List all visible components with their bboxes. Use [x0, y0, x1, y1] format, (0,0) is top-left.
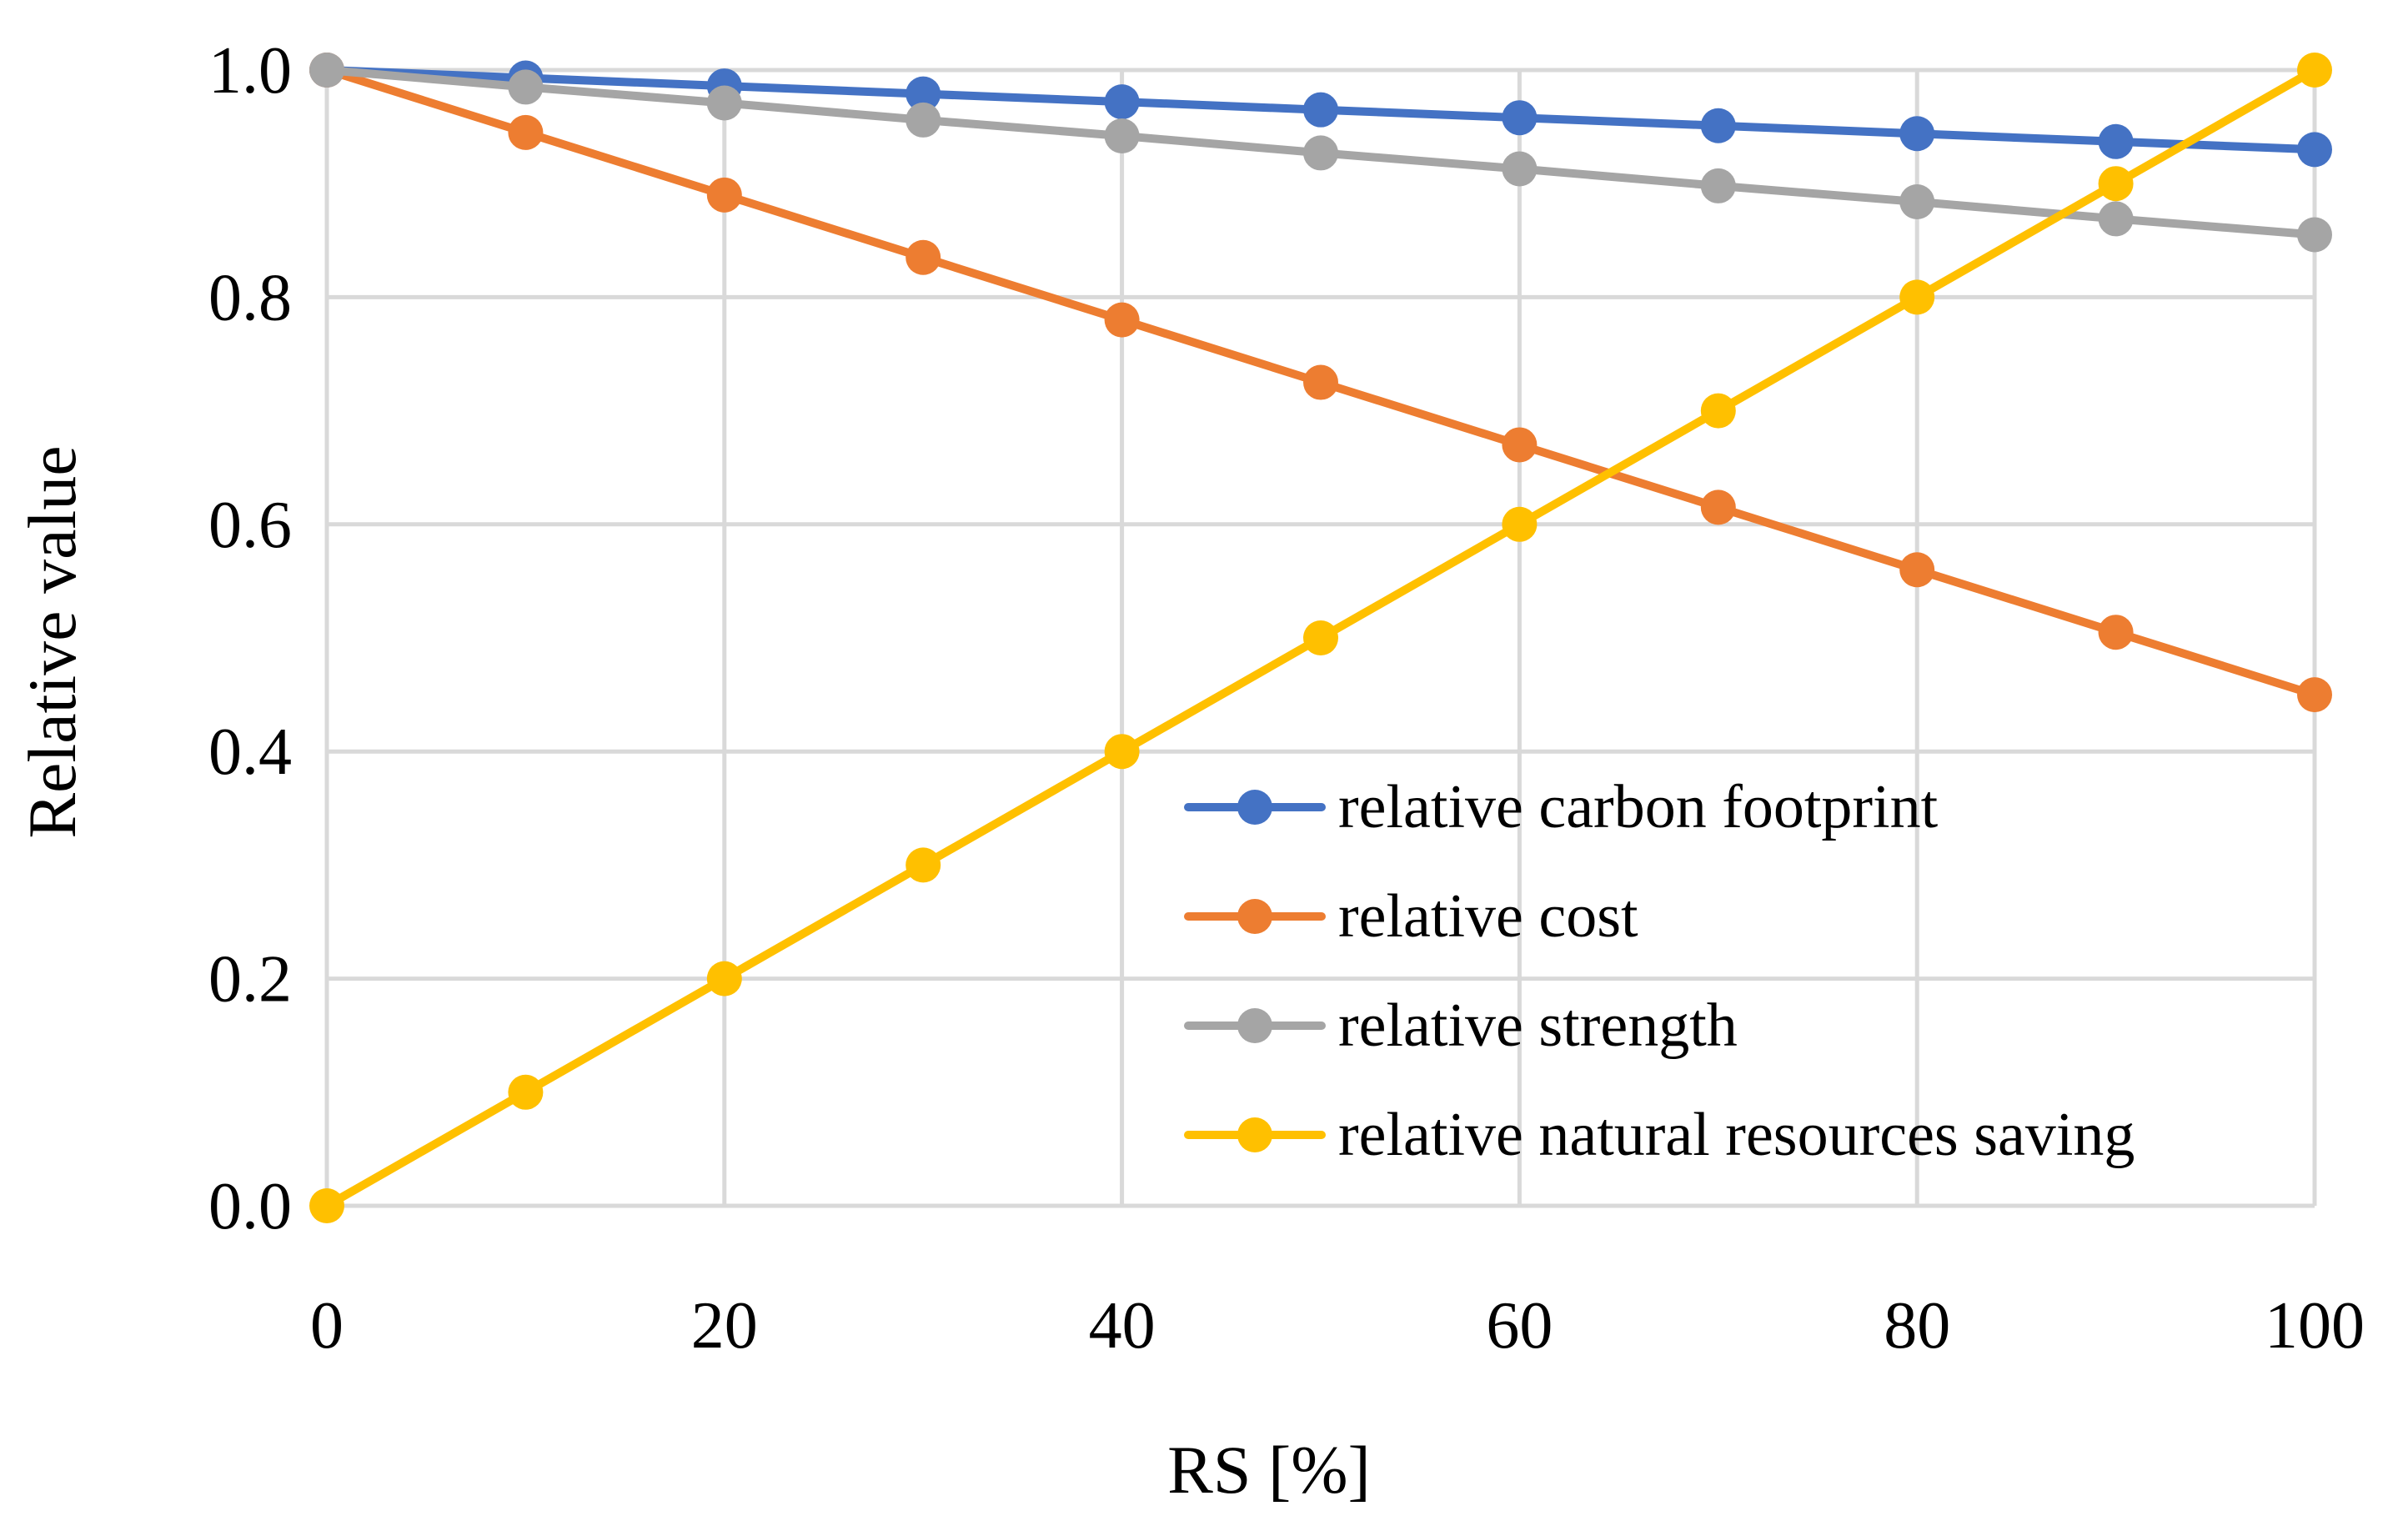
y-tick-label: 0.0 [208, 1170, 292, 1243]
grid [324, 68, 2317, 1208]
series-relative-strength [309, 53, 2332, 253]
data-point [508, 114, 544, 150]
legend-label: relative natural resources saving [1338, 1101, 2135, 1169]
data-point [706, 961, 742, 996]
legend-marker [1237, 899, 1272, 934]
data-point [1502, 100, 1538, 136]
series-relative-natural-resources-saving [309, 53, 2332, 1223]
y-axis-title: Relative value [14, 445, 90, 838]
legend-entry: relative natural resources saving [1184, 1101, 2135, 1169]
data-point [2297, 217, 2332, 253]
data-point [508, 1074, 544, 1110]
data-point [2297, 677, 2332, 713]
data-point [1502, 427, 1538, 463]
legend-entry: relative carbon footprint [1184, 773, 1939, 841]
y-tick-label: 0.2 [208, 943, 292, 1016]
legend-marker [1237, 1117, 1272, 1152]
data-point [1899, 116, 1935, 152]
data-point [508, 69, 544, 105]
data-point [2098, 201, 2134, 237]
data-point [906, 76, 941, 112]
x-tick-label: 60 [1486, 1289, 1553, 1363]
x-tick-label: 40 [1089, 1289, 1156, 1363]
legend-label: relative carbon footprint [1338, 773, 1939, 841]
x-tick-label: 80 [1884, 1289, 1950, 1363]
data-point [309, 1188, 344, 1223]
legend: relative carbon footprint relative cost re… [1184, 773, 2135, 1169]
x-tick-label: 100 [2265, 1289, 2365, 1363]
y-tick-label: 0.8 [208, 261, 292, 334]
x-axis-title: RS [%] [1167, 1432, 1371, 1508]
data-point [1899, 183, 1935, 219]
data-point [1104, 302, 1140, 338]
data-point [1899, 552, 1935, 588]
data-point [1104, 84, 1140, 120]
data-point [2098, 123, 2134, 159]
data-point [309, 53, 344, 88]
data-point [1700, 108, 1736, 143]
data-point [1303, 135, 1338, 171]
data-point [1303, 620, 1338, 655]
legend-marker [1237, 790, 1272, 825]
tick-labels: 0.0 0.2 0.4 0.6 0.8 1.0 0 20 40 60 80 100 [208, 34, 2365, 1363]
data-point [906, 847, 941, 883]
legend-marker [1237, 1008, 1272, 1043]
data-point [1104, 734, 1140, 770]
data-point [1303, 92, 1338, 128]
data-point [2098, 166, 2134, 202]
data-point [1502, 506, 1538, 542]
series-relative-cost [309, 53, 2332, 713]
data-point [906, 102, 941, 138]
data-point [706, 177, 742, 213]
series-group [309, 53, 2332, 1223]
y-tick-label: 0.6 [208, 489, 292, 562]
y-tick-label: 0.4 [208, 715, 292, 789]
data-point [1700, 393, 1736, 429]
legend-entry: relative strength [1184, 991, 1738, 1060]
legend-entry: relative cost [1184, 882, 1638, 951]
data-point [1899, 279, 1935, 315]
data-point [2098, 615, 2134, 650]
data-point [1303, 364, 1338, 400]
legend-label: relative strength [1338, 991, 1738, 1060]
data-point [1700, 489, 1736, 525]
legend-label: relative cost [1338, 882, 1638, 951]
data-point [1502, 151, 1538, 187]
data-point [706, 85, 742, 121]
data-point [1700, 168, 1736, 203]
x-tick-label: 20 [691, 1289, 758, 1363]
data-point [906, 239, 941, 275]
data-point [1104, 118, 1140, 153]
data-point [2297, 132, 2332, 168]
data-point [2297, 53, 2332, 88]
x-tick-label: 0 [310, 1289, 344, 1363]
y-tick-label: 1.0 [208, 34, 292, 108]
